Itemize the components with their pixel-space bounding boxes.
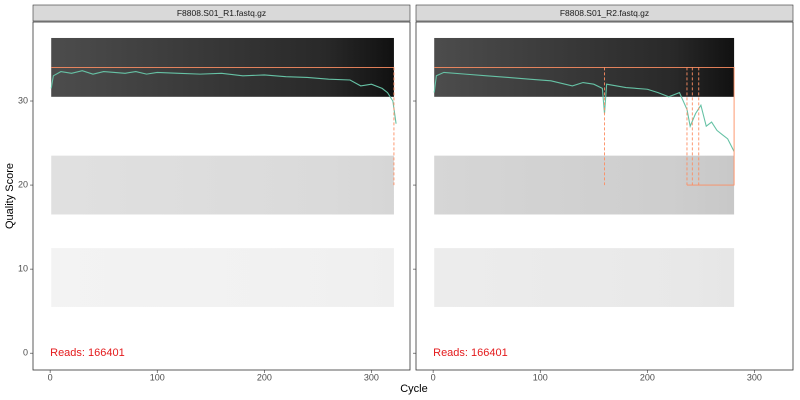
x-tick-label: 200 [640,372,655,382]
score-band [434,248,735,307]
x-tick-label: 200 [257,372,272,382]
strip [32,4,411,22]
reads-annotation: Reads: 166401 [50,347,125,359]
x-tick-label: 0 [48,372,53,382]
series-line [434,66,735,186]
reads-annotation: Reads: 166401 [433,347,508,359]
y-axis-title: Quality Score [4,163,16,229]
strip-title: F8808.S01_R2.fastq.gz [560,8,649,18]
x-tick-label: 100 [150,372,165,382]
series-line [50,70,397,124]
y-tick-label: 0 [23,348,28,358]
strip-title: F8808.S01_R1.fastq.gz [177,8,266,18]
x-tick-label: 100 [533,372,548,382]
x-axis-title: Cycle [400,383,428,395]
strip [415,4,794,22]
y-tick-label: 30 [18,95,28,105]
score-band [51,248,394,307]
series-line [433,71,735,152]
y-tick-label: 10 [18,264,28,274]
score-band [434,155,735,215]
panel-border [32,21,411,371]
x-tick-label: 300 [747,372,762,382]
x-tick-label: 0 [431,372,436,382]
panel-border [415,21,794,371]
y-tick-label: 20 [18,179,28,189]
score-band [51,155,394,215]
x-tick-label: 300 [364,372,379,382]
